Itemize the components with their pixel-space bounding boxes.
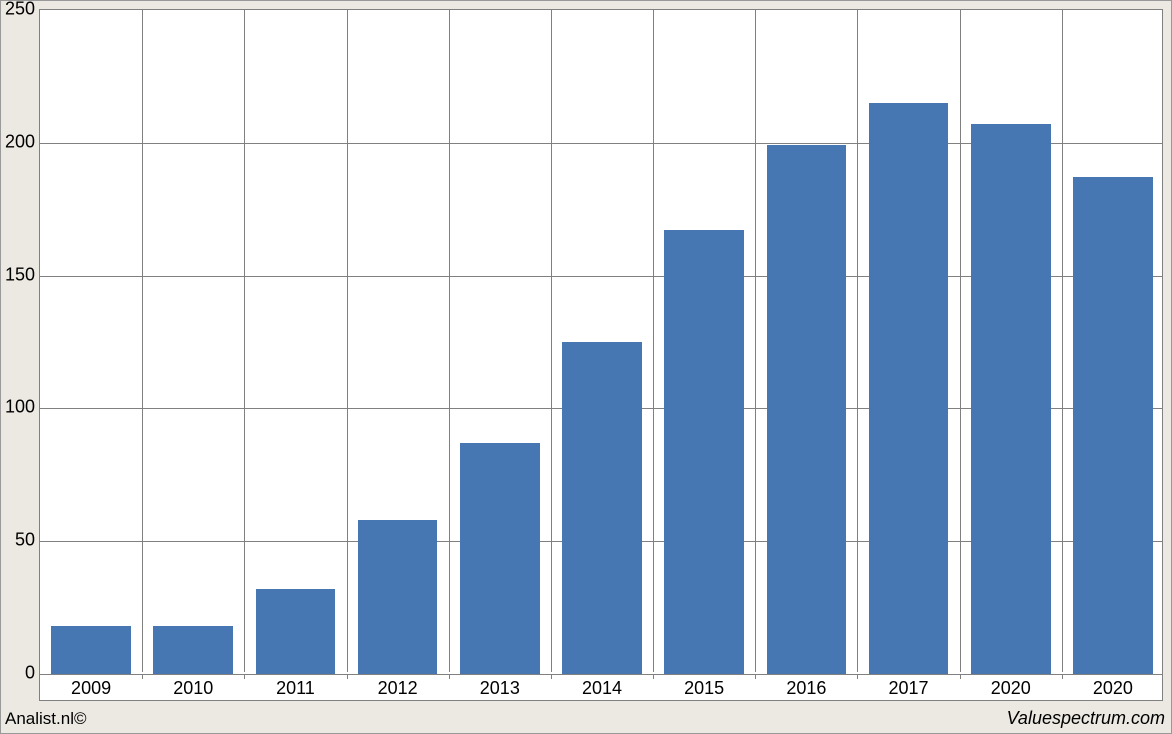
bar <box>562 342 642 674</box>
y-tick-label: 200 <box>3 131 35 152</box>
gridline-v <box>960 10 961 672</box>
x-tick-mark <box>1062 674 1063 679</box>
y-tick-label: 250 <box>3 0 35 20</box>
bar <box>971 124 1051 674</box>
x-tick-mark <box>347 674 348 679</box>
bar <box>869 103 949 674</box>
gridline-v <box>1062 10 1063 672</box>
x-tick-mark <box>857 674 858 679</box>
x-tick-label: 2020 <box>991 678 1031 699</box>
x-tick-mark <box>449 674 450 679</box>
plot-frame: 2009 2010 2011 2012 2013 2014 2015 2016 2017 2020… <box>39 9 1163 701</box>
gridline-v <box>244 10 245 672</box>
y-tick-label: 150 <box>3 264 35 285</box>
bar <box>460 443 540 674</box>
gridline-v <box>857 10 858 672</box>
y-tick-label: 100 <box>3 397 35 418</box>
y-tick-label: 0 <box>3 663 35 684</box>
x-tick-mark <box>244 674 245 679</box>
x-tick-label: 2011 <box>276 678 315 699</box>
x-tick-label: 2017 <box>889 678 929 699</box>
footer-left: Analist.nl© <box>5 709 87 729</box>
bar <box>153 626 233 674</box>
bar <box>767 145 847 674</box>
x-tick-label: 2020 <box>1093 678 1133 699</box>
bar <box>256 589 336 674</box>
gridline-v <box>449 10 450 672</box>
plot-area: 2009 2010 2011 2012 2013 2014 2015 2016 2017 2020… <box>40 10 1162 700</box>
x-tick-label: 2016 <box>786 678 826 699</box>
y-tick-label: 50 <box>3 530 35 551</box>
gridline-v <box>142 10 143 672</box>
gridline-v <box>653 10 654 672</box>
gridline-v <box>755 10 756 672</box>
gridline-v <box>347 10 348 672</box>
x-axis-baseline <box>40 674 1162 675</box>
x-tick-label: 2010 <box>173 678 213 699</box>
bar <box>358 520 438 674</box>
x-tick-mark <box>142 674 143 679</box>
x-tick-label: 2015 <box>684 678 724 699</box>
x-tick-mark <box>960 674 961 679</box>
x-tick-label: 2009 <box>71 678 111 699</box>
bar <box>664 230 744 674</box>
chart-container: 2009 2010 2011 2012 2013 2014 2015 2016 2017 2020… <box>0 0 1172 734</box>
bar <box>1073 177 1153 674</box>
bar <box>51 626 131 674</box>
x-tick-label: 2014 <box>582 678 622 699</box>
footer-right: Valuespectrum.com <box>1007 708 1165 729</box>
x-tick-mark <box>653 674 654 679</box>
x-tick-mark <box>755 674 756 679</box>
x-tick-label: 2012 <box>378 678 418 699</box>
gridline-v <box>551 10 552 672</box>
x-tick-mark <box>551 674 552 679</box>
x-tick-label: 2013 <box>480 678 520 699</box>
